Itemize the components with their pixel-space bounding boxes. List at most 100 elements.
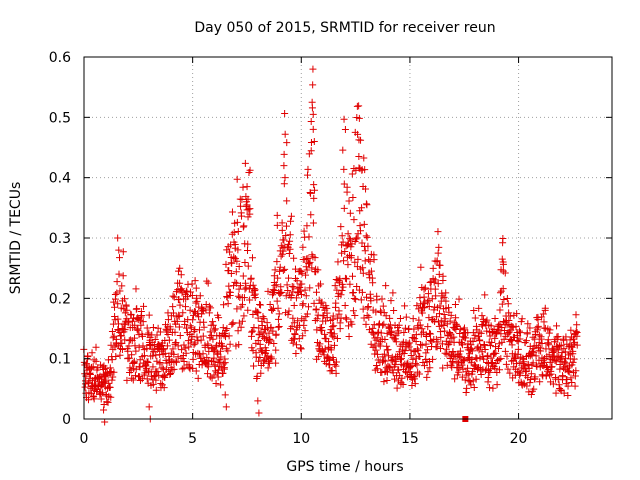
- data-point: [228, 208, 236, 216]
- data-point: [274, 323, 282, 331]
- data-point: [387, 297, 395, 305]
- data-point: [498, 300, 506, 308]
- data-point: [272, 359, 280, 367]
- data-point: [561, 348, 569, 356]
- data-point: [546, 326, 554, 334]
- data-point: [534, 322, 542, 330]
- data-point: [258, 321, 266, 329]
- data-point: [409, 315, 417, 323]
- data-point: [107, 393, 115, 401]
- data-point: [294, 317, 302, 325]
- data-point: [210, 347, 218, 355]
- data-point: [219, 342, 227, 350]
- data-point: [398, 374, 406, 382]
- data-point: [292, 294, 300, 302]
- data-point: [390, 307, 398, 315]
- data-point: [153, 331, 161, 339]
- data-point: [545, 351, 553, 359]
- data-point: [386, 321, 394, 329]
- data-point: [158, 364, 166, 372]
- data-point: [400, 350, 408, 358]
- data-point: [332, 362, 340, 370]
- data-point: [438, 292, 446, 300]
- data-point: [149, 380, 157, 388]
- data-point: [114, 315, 122, 323]
- data-point: [192, 367, 200, 375]
- data-point: [389, 289, 397, 297]
- data-point: [270, 340, 278, 348]
- data-point: [542, 372, 550, 380]
- y-tick-label: 0.2: [49, 291, 71, 307]
- data-point: [240, 312, 248, 320]
- data-point: [178, 365, 186, 373]
- data-point: [309, 125, 317, 133]
- data-point: [114, 300, 122, 308]
- data-point: [84, 379, 92, 387]
- data-point: [106, 364, 114, 372]
- data-point: [364, 304, 372, 312]
- data-point: [286, 245, 294, 253]
- data-point: [520, 362, 528, 370]
- data-point: [133, 315, 141, 323]
- data-point: [466, 378, 474, 386]
- data-point: [180, 358, 188, 366]
- data-point: [568, 343, 576, 351]
- data-point: [328, 323, 336, 331]
- data-point: [228, 320, 236, 328]
- data-point: [310, 137, 318, 145]
- data-point: [401, 347, 409, 355]
- data-point: [288, 322, 296, 330]
- data-point: [424, 346, 432, 354]
- data-point: [239, 183, 247, 191]
- data-point: [124, 347, 132, 355]
- data-point: [415, 316, 423, 324]
- data-point: [458, 361, 466, 369]
- data-point: [194, 374, 202, 382]
- data-point: [150, 373, 158, 381]
- data-point: [299, 301, 307, 309]
- data-point: [311, 317, 319, 325]
- data-point: [565, 368, 573, 376]
- data-point: [437, 333, 445, 341]
- data-point: [477, 329, 485, 337]
- data-point: [139, 318, 147, 326]
- data-point: [350, 295, 358, 303]
- data-point: [418, 341, 426, 349]
- data-point: [291, 330, 299, 338]
- data-point: [220, 360, 228, 368]
- data-point: [452, 321, 460, 329]
- data-point: [429, 316, 437, 324]
- data-point: [186, 306, 194, 314]
- data-point: [238, 317, 246, 325]
- data-point: [483, 327, 491, 335]
- data-point: [552, 389, 560, 397]
- data-point: [497, 355, 505, 363]
- data-point: [233, 279, 241, 287]
- data-point: [118, 325, 126, 333]
- data-point: [304, 165, 312, 173]
- data-point: [317, 280, 325, 288]
- data-point: [356, 227, 364, 235]
- data-point: [245, 205, 253, 213]
- data-point: [129, 376, 137, 384]
- data-point: [340, 204, 348, 212]
- data-point: [111, 343, 119, 351]
- data-point: [140, 352, 148, 360]
- data-point: [413, 361, 421, 369]
- data-point: [155, 371, 163, 379]
- data-point: [117, 332, 125, 340]
- data-point: [311, 186, 319, 194]
- data-point: [174, 353, 182, 361]
- data-point: [532, 352, 540, 360]
- data-point: [556, 361, 564, 369]
- data-point: [300, 317, 308, 325]
- data-point: [316, 340, 324, 348]
- data-point: [400, 328, 408, 336]
- data-point: [418, 325, 426, 333]
- data-point: [554, 346, 562, 354]
- data-point: [428, 295, 436, 303]
- data-point: [346, 234, 354, 242]
- data-point: [284, 286, 292, 294]
- data-point: [181, 303, 189, 311]
